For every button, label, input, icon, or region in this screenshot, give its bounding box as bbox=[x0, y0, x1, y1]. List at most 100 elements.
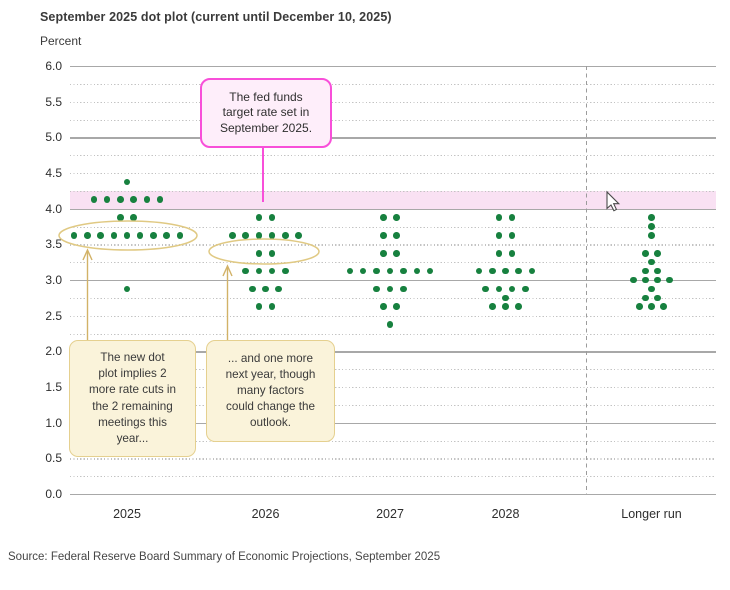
projection-dot bbox=[642, 249, 649, 257]
projection-dot bbox=[136, 232, 144, 239]
projection-dot bbox=[502, 294, 509, 302]
projection-dot bbox=[508, 285, 516, 293]
projection-dot bbox=[654, 249, 661, 257]
projection-dot bbox=[268, 232, 276, 239]
gridline-dotted bbox=[70, 315, 716, 317]
target-rate-callout: The fed funds target rate set in Septemb… bbox=[200, 78, 332, 148]
plot-area: 0.0 0.5 1.0 1.5 2.0 2.5 3.0 3.5 4.0 4.5 5.0 5.5 6.0 2… bbox=[45, 59, 716, 521]
projection-dot bbox=[413, 267, 421, 275]
projection-dot bbox=[346, 267, 354, 275]
gridline-dotted bbox=[70, 369, 716, 371]
next-year-callout: ... and one more next year, though many … bbox=[206, 340, 335, 442]
gridline-dotted bbox=[70, 83, 716, 86]
projection-dot bbox=[654, 267, 661, 275]
y-axis-tick-label: 5.0 bbox=[45, 130, 62, 145]
gridline-solid bbox=[70, 208, 716, 211]
gridline-dotted bbox=[70, 333, 716, 335]
projection-dot bbox=[515, 267, 522, 275]
projection-dot bbox=[255, 303, 263, 311]
projection-dot bbox=[495, 285, 503, 293]
projection-dot bbox=[229, 232, 236, 239]
gridline-dotted bbox=[70, 297, 716, 300]
gridline-dotted bbox=[70, 226, 716, 228]
projection-dot bbox=[117, 196, 124, 204]
target-rate-callout-connector bbox=[262, 146, 264, 202]
projection-dot bbox=[393, 249, 400, 257]
projection-dot bbox=[268, 303, 276, 311]
projection-dot bbox=[123, 178, 131, 186]
y-axis-tick-label: 1.5 bbox=[45, 380, 62, 394]
y-axis-tick-label: 3.5 bbox=[45, 237, 62, 252]
x-axis-label-2026: 2026 bbox=[251, 507, 280, 521]
projection-dot bbox=[508, 232, 516, 239]
projection-dot bbox=[380, 303, 387, 311]
projection-dot bbox=[648, 214, 655, 221]
projection-dot bbox=[123, 285, 131, 293]
y-axis-tick-label: 1.0 bbox=[45, 415, 62, 430]
projection-dot bbox=[70, 232, 78, 239]
gridline-dotted bbox=[70, 190, 716, 193]
gridline-dotted bbox=[70, 476, 716, 478]
y-axis-tick-label: 0.5 bbox=[45, 451, 62, 466]
projection-dot bbox=[373, 285, 380, 293]
projection-dot bbox=[275, 285, 282, 293]
gridline-solid bbox=[70, 494, 716, 496]
projection-dot bbox=[150, 232, 157, 239]
projection-dot bbox=[400, 285, 407, 293]
projection-dot bbox=[475, 267, 483, 275]
y-axis-tick-label: 2.5 bbox=[45, 308, 62, 323]
projection-dot bbox=[262, 285, 269, 293]
projection-dot bbox=[123, 232, 131, 239]
gridline-solid bbox=[70, 280, 716, 282]
projection-dot bbox=[636, 303, 643, 311]
projection-dot bbox=[242, 267, 249, 275]
target-rate-band bbox=[70, 190, 716, 209]
projection-dot bbox=[163, 232, 170, 239]
projection-dot bbox=[495, 214, 503, 221]
projection-dot bbox=[495, 249, 503, 257]
gridline-dotted bbox=[70, 440, 716, 442]
projection-dot bbox=[103, 196, 111, 204]
projection-dot bbox=[130, 214, 137, 221]
gridline-solid bbox=[70, 137, 716, 139]
projection-dot bbox=[380, 249, 387, 257]
projection-dot bbox=[255, 267, 263, 275]
gridline-dotted bbox=[70, 404, 716, 407]
projection-dot bbox=[495, 232, 503, 239]
projection-dot bbox=[654, 294, 661, 302]
projection-dot bbox=[393, 232, 400, 239]
gridline-solid bbox=[70, 422, 716, 425]
rate-cuts-callout: The new dot plot implies 2 more rate cut… bbox=[69, 340, 196, 457]
projection-dot bbox=[426, 267, 434, 275]
y-axis-tick-label: 3.0 bbox=[45, 273, 62, 287]
projection-dot bbox=[502, 303, 509, 311]
projection-dot bbox=[482, 285, 489, 293]
gridline-dotted bbox=[70, 458, 716, 460]
projection-dot bbox=[255, 214, 263, 221]
y-axis-tick-label: 4.0 bbox=[45, 201, 62, 216]
projection-dot bbox=[648, 285, 655, 293]
projection-dot bbox=[648, 258, 655, 266]
projection-dot bbox=[393, 303, 400, 311]
projection-dot bbox=[642, 276, 649, 284]
projection-dot bbox=[268, 249, 276, 257]
y-axis-tick-label: 4.5 bbox=[45, 166, 62, 180]
gridline-dotted bbox=[70, 119, 716, 121]
projection-dot bbox=[143, 196, 151, 204]
x-axis-label-2028: 2028 bbox=[491, 507, 520, 521]
projection-dot bbox=[373, 267, 380, 275]
projection-dot bbox=[642, 294, 649, 302]
gridline-dotted bbox=[70, 101, 716, 103]
projection-dot bbox=[268, 214, 276, 221]
projection-dot bbox=[268, 267, 276, 275]
projection-dot bbox=[255, 232, 263, 239]
chart-title: September 2025 dot plot (current until D… bbox=[40, 10, 392, 24]
source-note: Source: Federal Reserve Board Summary of… bbox=[8, 551, 441, 563]
projection-dot bbox=[508, 214, 516, 221]
projection-dot bbox=[400, 267, 407, 275]
arrow-to-2026-icon bbox=[222, 264, 233, 341]
y-axis-tick-label: 0.0 bbox=[45, 487, 62, 501]
projection-dot bbox=[156, 196, 164, 204]
projection-dot bbox=[130, 196, 137, 204]
projection-dot bbox=[508, 249, 516, 257]
